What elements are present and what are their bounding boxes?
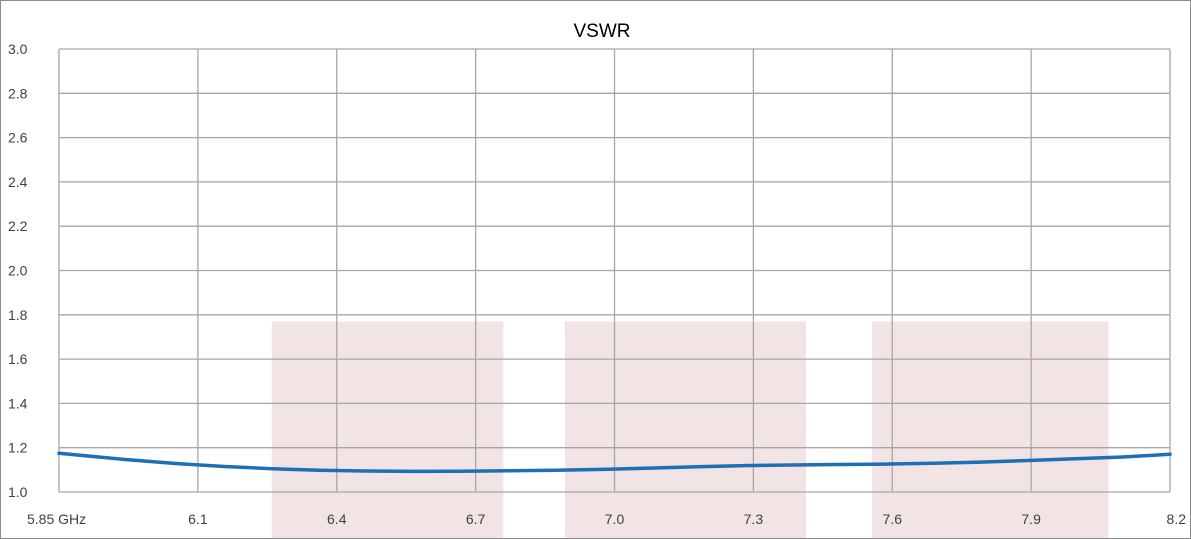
x-tick-label: 7.0: [605, 511, 625, 527]
highlight-bands: [271, 321, 1109, 538]
y-tick-label: 3.0: [8, 41, 28, 57]
x-tick-label: 7.3: [744, 511, 764, 527]
y-tick-label: 2.2: [8, 218, 28, 234]
y-tick-label: 2.4: [8, 174, 28, 190]
y-tick-label: 2.6: [8, 130, 28, 146]
y-tick-labels: 1.0 1.2 1.4 1.6 1.8 2.0 2.2 2.4 2.6 2.8 3.0: [8, 41, 28, 500]
x-tick-label: 5.85 GHz: [27, 511, 86, 527]
x-tick-label: 6.1: [188, 511, 208, 527]
chart-title: VSWR: [574, 21, 631, 42]
highlight-band: [271, 321, 504, 538]
highlight-band: [872, 321, 1109, 538]
x-tick-label: 6.7: [466, 511, 486, 527]
x-tick-label: 7.9: [1021, 511, 1041, 527]
grid-lines: [58, 48, 1171, 493]
x-tick-label: 6.4: [327, 511, 347, 527]
series-layer: [57, 451, 1172, 474]
y-tick-label: 1.4: [8, 395, 28, 411]
y-tick-label: 1.0: [8, 484, 28, 500]
y-tick-label: 2.8: [8, 85, 28, 101]
y-tick-label: 2.0: [8, 263, 28, 279]
x-tick-labels: 5.85 GHz 6.1 6.4 6.7 7.0 7.3 7.6 7.9 8.2: [27, 511, 1186, 527]
x-tick-label: 8.2: [1167, 511, 1187, 527]
highlight-band: [564, 321, 806, 538]
y-tick-label: 1.2: [8, 440, 28, 456]
x-tick-label: 7.6: [883, 511, 903, 527]
y-tick-label: 1.8: [8, 307, 28, 323]
y-tick-label: 1.6: [8, 351, 28, 367]
